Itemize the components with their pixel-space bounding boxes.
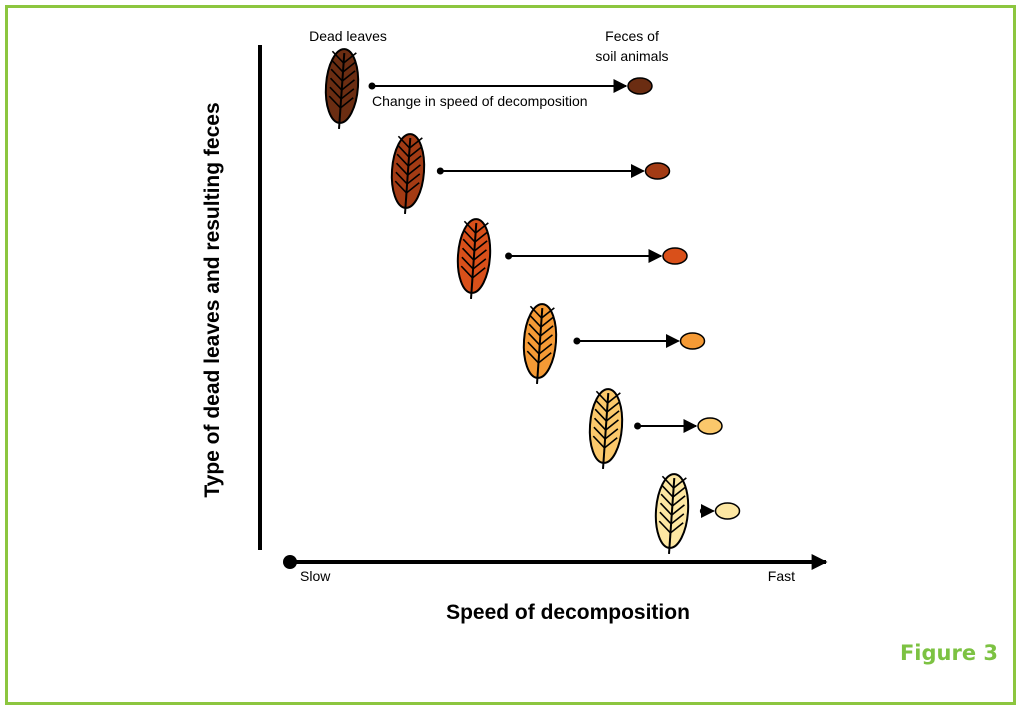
x-axis-fast-label: Fast bbox=[768, 568, 795, 584]
leaf-row bbox=[324, 48, 653, 129]
leaf-icon bbox=[654, 473, 690, 554]
feces-pellet bbox=[697, 417, 723, 435]
leaf-icon bbox=[324, 48, 360, 129]
feces-pellet bbox=[662, 247, 688, 265]
leaf-icon bbox=[456, 218, 492, 299]
leaf-icon bbox=[522, 303, 558, 384]
leaf-row bbox=[588, 388, 723, 469]
leaf-icon bbox=[588, 388, 624, 469]
leaf-row bbox=[654, 473, 741, 554]
feces-label-line1: Feces of bbox=[605, 28, 659, 44]
leaf-row bbox=[390, 133, 671, 214]
leaf-row bbox=[522, 303, 706, 384]
feces-pellet bbox=[679, 332, 706, 350]
decomposition-diagram: Type of dead leaves and resulting feces … bbox=[201, 28, 828, 624]
feces-pellet bbox=[644, 162, 671, 180]
feces-label-line2: soil animals bbox=[595, 48, 668, 64]
feces-pellet bbox=[714, 502, 741, 520]
x-axis-slow-label: Slow bbox=[300, 568, 331, 584]
leaf-icon bbox=[390, 133, 426, 214]
leaf-rows bbox=[324, 48, 741, 554]
y-axis-title: Type of dead leaves and resulting feces bbox=[201, 102, 224, 497]
x-axis-title: Speed of decomposition bbox=[446, 601, 690, 624]
arrow-start-dot bbox=[505, 252, 513, 260]
leaf-row bbox=[456, 218, 688, 299]
arrow-caption: Change in speed of decomposition bbox=[372, 93, 588, 109]
dead-leaves-label: Dead leaves bbox=[309, 28, 387, 44]
feces-pellet bbox=[627, 77, 653, 95]
figure-label: Figure 3 bbox=[899, 641, 998, 665]
